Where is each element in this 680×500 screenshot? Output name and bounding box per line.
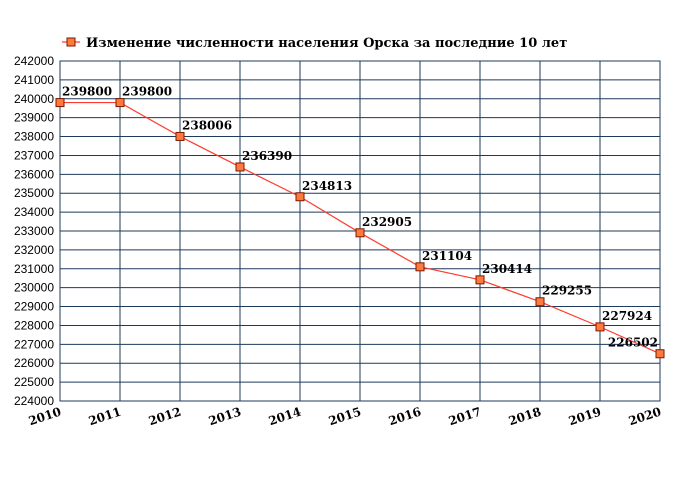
- data-label: 226502: [608, 336, 658, 350]
- data-label: 227924: [602, 309, 652, 323]
- data-label: 229255: [542, 284, 592, 298]
- y-tick-label: 228000: [14, 318, 54, 332]
- x-tick-label: 2020: [627, 405, 663, 429]
- legend: Изменение численности населения Орска за…: [62, 36, 567, 51]
- data-point-marker: [295, 192, 305, 202]
- data-point-marker: [595, 322, 605, 332]
- data-label: 231104: [422, 249, 472, 263]
- data-point-marker: [655, 349, 665, 359]
- y-tick-label: 234000: [14, 205, 54, 219]
- y-tick-label: 240000: [14, 92, 54, 106]
- data-label: 230414: [482, 262, 532, 276]
- y-tick-label: 233000: [14, 224, 54, 238]
- x-tick-label: 2013: [207, 405, 243, 429]
- y-tick-label: 230000: [14, 281, 54, 295]
- data-label: 234813: [302, 179, 352, 193]
- y-tick-label: 237000: [14, 148, 54, 162]
- data-point-marker: [355, 228, 365, 238]
- x-tick-label: 2015: [327, 405, 363, 429]
- x-tick-label: 2014: [267, 405, 303, 429]
- y-tick-label: 241000: [14, 73, 54, 87]
- y-tick-label: 225000: [14, 375, 54, 389]
- y-tick-label: 235000: [14, 186, 54, 200]
- data-label: 238006: [182, 118, 232, 132]
- data-label: 236390: [242, 149, 292, 163]
- y-tick-label: 226000: [14, 356, 54, 370]
- data-point-marker: [55, 98, 65, 108]
- y-axis-ticks: 224000 225000 226000 227000 228000 229000 2300…: [14, 54, 54, 408]
- y-tick-label: 229000: [14, 300, 54, 314]
- x-tick-label: 2018: [507, 405, 543, 429]
- legend-label: Изменение численности населения Орска за…: [86, 36, 567, 51]
- data-label: 239800: [122, 85, 172, 99]
- y-tick-label: 227000: [14, 337, 54, 351]
- data-point-marker: [415, 262, 425, 272]
- y-tick-label: 224000: [14, 394, 54, 408]
- x-axis-ticks: 2010 2011 2012 2013 2014 2015 2016 2017 2018 2019…: [27, 405, 663, 429]
- x-tick-label: 2012: [147, 405, 183, 429]
- x-tick-label: 2016: [387, 405, 423, 429]
- y-tick-label: 239000: [14, 111, 54, 125]
- data-point-marker: [535, 297, 545, 307]
- data-label: 232905: [362, 215, 412, 229]
- data-point-marker: [235, 162, 245, 172]
- data-point-marker: [115, 98, 125, 108]
- y-tick-label: 231000: [14, 262, 54, 276]
- x-tick-label: 2010: [27, 405, 63, 429]
- data-point-marker: [175, 131, 185, 141]
- x-tick-label: 2017: [447, 405, 483, 429]
- data-point-marker: [475, 275, 485, 285]
- markers-group: [55, 98, 665, 359]
- y-tick-label: 232000: [14, 243, 54, 257]
- data-labels-group: 239800 239800 238006 236390 234813 232905 2311…: [62, 85, 658, 350]
- x-tick-label: 2011: [87, 405, 123, 429]
- data-label: 239800: [62, 85, 112, 99]
- y-tick-label: 242000: [14, 54, 54, 68]
- x-tick-label: 2019: [567, 405, 603, 429]
- y-tick-label: 238000: [14, 130, 54, 144]
- legend-marker-swatch: [66, 37, 76, 47]
- y-tick-label: 236000: [14, 167, 54, 181]
